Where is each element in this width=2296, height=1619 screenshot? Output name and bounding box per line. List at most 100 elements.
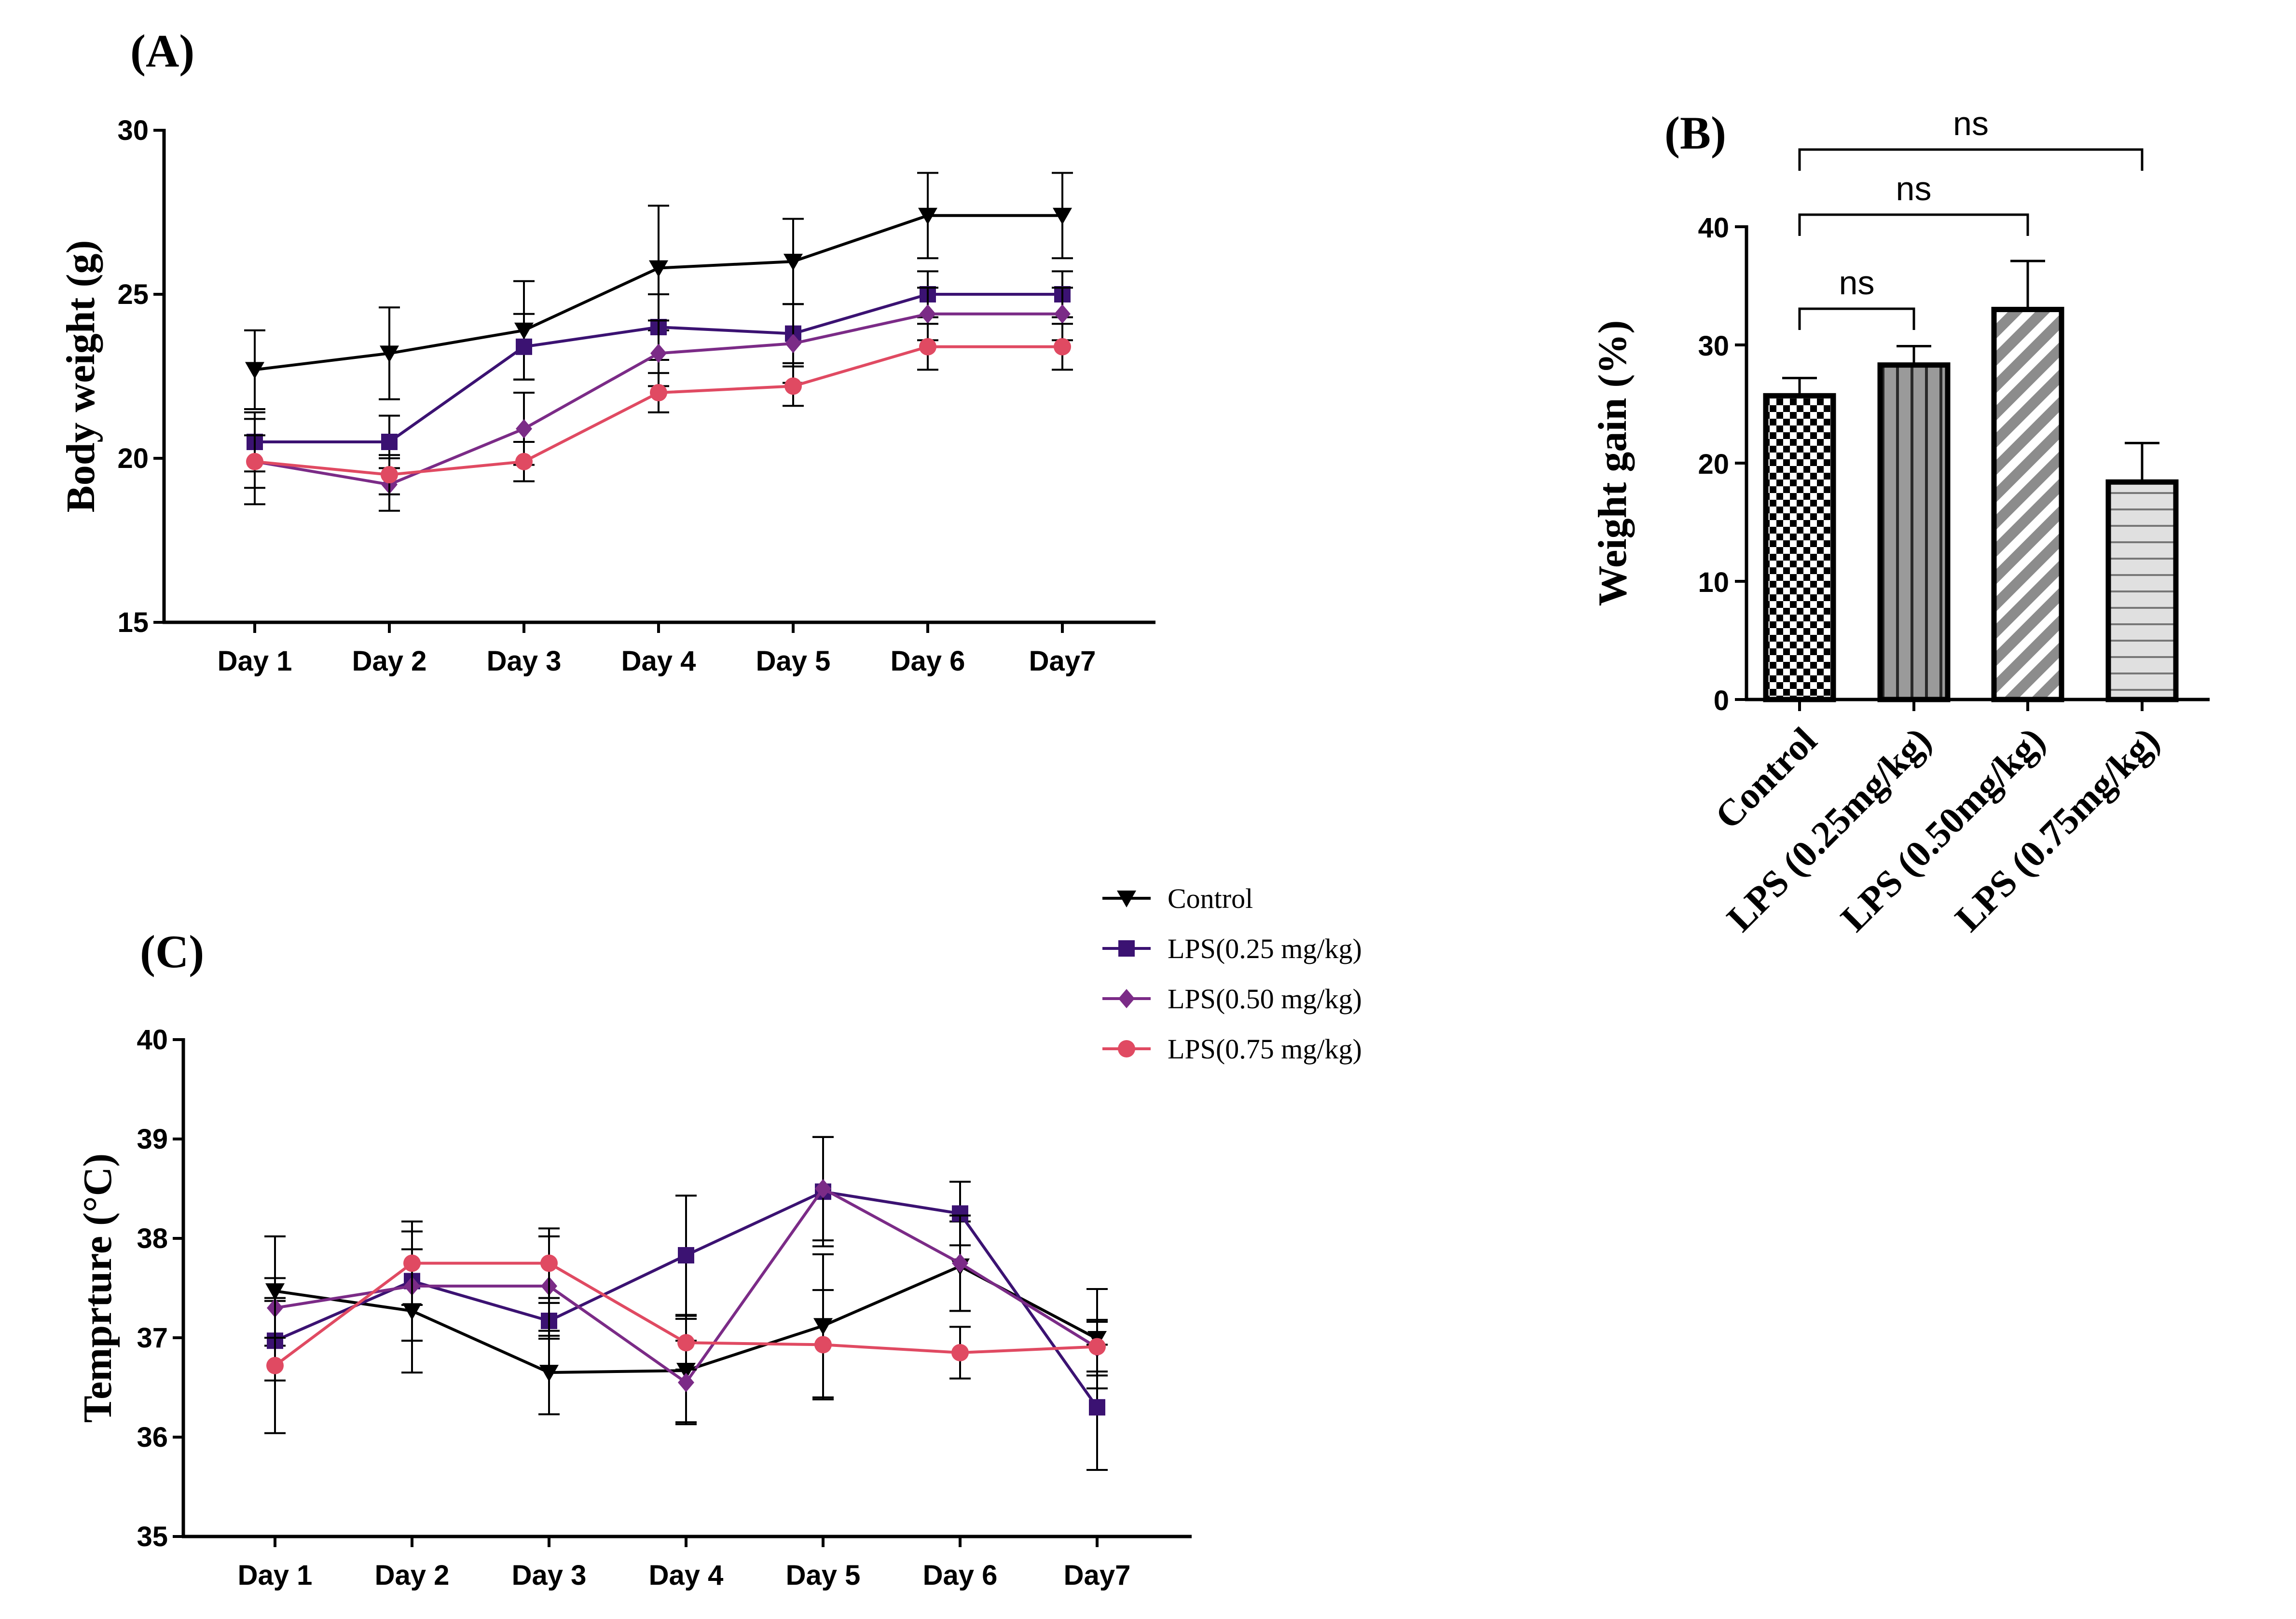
panel-b-label: (B) bbox=[1664, 107, 1726, 159]
x-tick-label: Day 1 bbox=[238, 1560, 313, 1591]
data-point bbox=[516, 338, 532, 355]
y-axis-title: Temprture (°C) bbox=[75, 1153, 120, 1423]
x-tick-label: Day 2 bbox=[375, 1560, 450, 1591]
data-point bbox=[403, 1254, 421, 1272]
data-point bbox=[815, 1179, 831, 1198]
significance-bracket bbox=[1798, 307, 1915, 330]
data-point bbox=[515, 453, 533, 470]
data-point bbox=[814, 1336, 832, 1354]
data-point bbox=[650, 343, 667, 363]
legend-label: Control bbox=[1168, 883, 1253, 914]
legend-marker bbox=[1118, 940, 1135, 957]
x-tick-label: Day 1 bbox=[218, 645, 292, 677]
data-point bbox=[677, 1334, 695, 1352]
data-point bbox=[1054, 304, 1071, 324]
y-tick-label: 25 bbox=[117, 279, 149, 310]
chart-c-temperature: 35 36 37 38 39 40 Day 1 Day 2 Day 3 Day 4 Day 5 Day… bbox=[75, 1024, 1192, 1591]
data-point bbox=[266, 1357, 284, 1374]
bar-lps-0-50mg-kg bbox=[1991, 307, 2064, 702]
y-tick-label: 37 bbox=[137, 1322, 168, 1354]
data-point bbox=[918, 207, 937, 225]
chart-a-body-weight: 15 20 25 30 Day 1 Day 2 Day 3 Day 4 Day 5 Day 6 Da… bbox=[58, 115, 1155, 677]
data-point bbox=[650, 384, 667, 401]
legend: Control LPS(0.25 mg/kg) LPS(0.50 mg/kg) LPS… bbox=[1102, 883, 1362, 1065]
significance-label: ns bbox=[1839, 264, 1875, 302]
x-tick-label: Day 3 bbox=[512, 1560, 587, 1591]
panel-c-label: (C) bbox=[140, 926, 204, 977]
x-tick-label: LPS (0.50mg/kg) bbox=[1832, 719, 2053, 940]
data-point bbox=[678, 1372, 694, 1392]
data-point bbox=[1054, 338, 1071, 356]
data-point bbox=[952, 1253, 968, 1273]
series-lps-0-75-mg-kg bbox=[264, 1220, 1108, 1434]
y-tick-label: 35 bbox=[137, 1521, 168, 1552]
x-tick-label: Control bbox=[1707, 719, 1825, 837]
significance-label: ns bbox=[1896, 170, 1932, 207]
data-point bbox=[539, 1365, 559, 1382]
x-tick-label: Day7 bbox=[1029, 645, 1096, 677]
data-point bbox=[1088, 1338, 1106, 1356]
y-tick-label: 36 bbox=[137, 1422, 168, 1453]
data-point bbox=[951, 1344, 969, 1361]
x-tick-label: Day 4 bbox=[621, 645, 696, 677]
data-point bbox=[920, 304, 936, 324]
y-axis-title: Body weight (g) bbox=[58, 240, 103, 513]
y-tick-label: 40 bbox=[1698, 212, 1729, 244]
y-tick-label: 15 bbox=[117, 607, 149, 638]
y-tick-label: 0 bbox=[1714, 685, 1729, 716]
x-tick-label: Day 6 bbox=[891, 645, 965, 677]
y-tick-label: 20 bbox=[117, 443, 149, 474]
legend-item-lps-0-25-mg-kg: LPS(0.25 mg/kg) bbox=[1102, 933, 1362, 964]
significance-label: ns bbox=[1953, 105, 1989, 142]
legend-marker bbox=[1117, 891, 1136, 907]
bar-lps-0-75mg-kg bbox=[2105, 479, 2179, 702]
data-point bbox=[785, 334, 801, 353]
panel-a-label: (A) bbox=[130, 25, 194, 77]
y-tick-label: 30 bbox=[117, 115, 149, 146]
y-tick-label: 39 bbox=[137, 1124, 168, 1155]
significance-bracket bbox=[1798, 213, 2029, 236]
data-point bbox=[649, 260, 668, 277]
x-tick-label: Day 3 bbox=[487, 645, 562, 677]
data-point bbox=[246, 453, 263, 470]
x-tick-label: Day7 bbox=[1064, 1560, 1131, 1591]
y-tick-label: 40 bbox=[137, 1024, 168, 1056]
legend-label: LPS(0.50 mg/kg) bbox=[1168, 983, 1362, 1015]
x-tick-label: Day 4 bbox=[649, 1560, 724, 1591]
x-tick-label: LPS (0.75mg/kg) bbox=[1947, 719, 2167, 940]
x-tick-label: Day 6 bbox=[923, 1560, 998, 1591]
data-point bbox=[381, 466, 398, 483]
data-point bbox=[678, 1247, 694, 1264]
x-tick-label: LPS (0.25mg/kg) bbox=[1719, 719, 1939, 940]
legend-item-control: Control bbox=[1102, 883, 1253, 914]
data-point bbox=[784, 254, 803, 271]
data-point bbox=[381, 434, 398, 450]
legend-item-lps-0-75-mg-kg: LPS(0.75 mg/kg) bbox=[1102, 1033, 1362, 1065]
legend-item-lps-0-50-mg-kg: LPS(0.50 mg/kg) bbox=[1102, 983, 1362, 1015]
y-tick-label: 10 bbox=[1698, 567, 1729, 598]
y-axis-title: Weight gain (%) bbox=[1590, 320, 1635, 606]
legend-label: LPS(0.25 mg/kg) bbox=[1168, 933, 1362, 964]
legend-label: LPS(0.75 mg/kg) bbox=[1168, 1033, 1362, 1065]
series-lps-0-75-mg-kg bbox=[244, 323, 1073, 495]
data-point bbox=[516, 419, 532, 439]
significance-bracket bbox=[1798, 148, 2144, 171]
data-point bbox=[380, 345, 399, 363]
data-point bbox=[540, 1254, 558, 1272]
data-point bbox=[1089, 1399, 1105, 1416]
y-tick-label: 20 bbox=[1698, 449, 1729, 480]
x-tick-label: Day 5 bbox=[786, 1560, 861, 1591]
bar-lps-0-25mg-kg bbox=[1877, 362, 1951, 702]
x-tick-label: Day 2 bbox=[352, 645, 427, 677]
legend-marker bbox=[1118, 989, 1135, 1008]
data-point bbox=[919, 338, 936, 356]
legend-marker bbox=[1118, 1040, 1135, 1057]
data-point bbox=[784, 377, 802, 395]
data-point bbox=[245, 362, 264, 379]
x-tick-label: Day 5 bbox=[756, 645, 831, 677]
y-tick-label: 30 bbox=[1698, 330, 1729, 362]
y-tick-label: 38 bbox=[137, 1223, 168, 1254]
bar-control bbox=[1763, 393, 1836, 702]
